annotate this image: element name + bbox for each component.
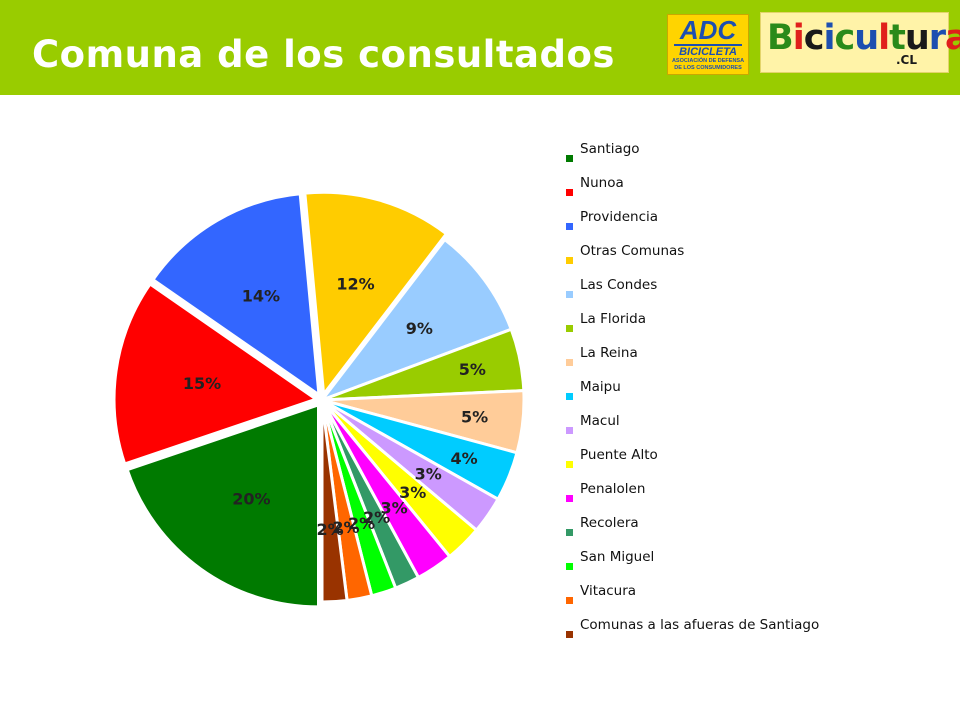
- adc-logo-line2: BICICLETA: [674, 44, 742, 58]
- pie-data-label: 3%: [399, 483, 426, 502]
- pie-slice-otras-comunas: [303, 190, 449, 399]
- pie-data-label: 12%: [336, 275, 374, 294]
- bicicultura-logo-letter: i: [792, 18, 805, 58]
- pie-data-label: 2%: [316, 520, 343, 539]
- bicicultura-logo-letter: B: [767, 18, 794, 58]
- legend-swatch: [566, 631, 573, 638]
- legend-swatch: [566, 291, 573, 298]
- legend-label: Comunas a las afueras de Santiago: [580, 617, 819, 633]
- pie-slices: [112, 190, 526, 609]
- legend-label: Las Condes: [580, 277, 657, 293]
- pie-data-label: 2%: [332, 518, 359, 537]
- adc-logo-line3: ASOCIACIÓN DE DEFENSA: [671, 58, 745, 64]
- pie-data-label: 2%: [363, 508, 390, 527]
- legend-swatch: [566, 223, 573, 230]
- legend-swatch: [566, 257, 573, 264]
- legend-label: La Reina: [580, 345, 638, 361]
- legend-label: Puente Alto: [580, 447, 658, 463]
- legend-label: Nunoa: [580, 175, 624, 191]
- pie-data-label: 5%: [459, 360, 486, 379]
- pie-labels: 20%15%14%12%9%5%5%4%3%3%3%2%2%2%2%: [183, 275, 488, 540]
- bicicultura-logo-letter: u: [854, 18, 879, 58]
- bicicultura-logo-wordmark: Bicicultura: [767, 19, 960, 57]
- adc-logo-line1: ADC: [679, 15, 737, 45]
- legend-swatch: [566, 427, 573, 434]
- pie-data-label: 9%: [406, 319, 433, 338]
- pie-data-label: 14%: [242, 286, 280, 305]
- pie-data-label: 20%: [232, 489, 270, 508]
- legend-label: Penalolen: [580, 481, 645, 497]
- legend-label: Recolera: [580, 515, 639, 531]
- page-title: Comuna de los consultados: [32, 33, 615, 76]
- pie-data-label: 5%: [461, 408, 488, 427]
- pie-slice-comunas-a-las-afueras-de-santiago: [320, 399, 349, 604]
- pie-slice-nunoa: [112, 281, 320, 466]
- pie-data-label: 3%: [415, 465, 442, 484]
- adc-logo-line4: DE LOS CONSUMIDORES: [674, 65, 742, 71]
- bicicultura-logo-letter: c: [803, 18, 825, 58]
- bicicultura-logo-letter: c: [834, 18, 855, 58]
- bicicultura-logo-letter: a: [945, 18, 960, 58]
- bicicultura-logo-letter: u: [904, 18, 930, 58]
- legend-label: Providencia: [580, 209, 658, 225]
- pie-slice-santiago: [125, 402, 321, 609]
- legend-swatch: [566, 325, 573, 332]
- chart-legend: Santiago Nunoa Providencia Otras Comunas Las…: [566, 141, 819, 638]
- legend-swatch: [566, 563, 573, 570]
- legend-swatch: [566, 597, 573, 604]
- legend-swatch: [566, 461, 573, 468]
- pie-data-label: 4%: [450, 449, 477, 468]
- pie-slice-providencia: [150, 192, 321, 398]
- bicicultura-logo-letter: l: [878, 18, 890, 58]
- pie-data-label: 3%: [380, 498, 407, 517]
- legend-label: Maipu: [580, 379, 621, 395]
- legend-label: Macul: [580, 413, 620, 429]
- legend-swatch: [566, 393, 573, 400]
- bicicultura-logo: Bicicultura .CL: [760, 12, 960, 73]
- header-bar: Comuna de los consultados ADC BICICLETA …: [0, 0, 960, 95]
- legend-swatch: [566, 359, 573, 366]
- legend-swatch: [566, 189, 573, 196]
- legend-label: San Miguel: [580, 549, 654, 565]
- legend-label: Otras Comunas: [580, 243, 684, 259]
- bicicultura-logo-letter: r: [928, 18, 946, 58]
- legend-label: Vitacura: [580, 583, 636, 599]
- pie-data-label: 15%: [183, 374, 221, 393]
- bicicultura-logo-suffix: .CL: [896, 53, 918, 67]
- legend-swatch: [566, 495, 573, 502]
- bicicultura-logo-letter: i: [823, 18, 835, 58]
- bicicultura-logo-letter: t: [889, 18, 906, 58]
- legend-swatch: [566, 529, 573, 536]
- pie-slice-las-condes: [317, 237, 514, 404]
- legend-label: La Florida: [580, 311, 646, 327]
- legend-label: Santiago: [580, 141, 640, 157]
- adc-bicicleta-logo: ADC BICICLETA ASOCIACIÓN DE DEFENSA DE L…: [667, 14, 749, 75]
- pie-data-label: 2%: [348, 514, 375, 533]
- legend-swatch: [566, 155, 573, 162]
